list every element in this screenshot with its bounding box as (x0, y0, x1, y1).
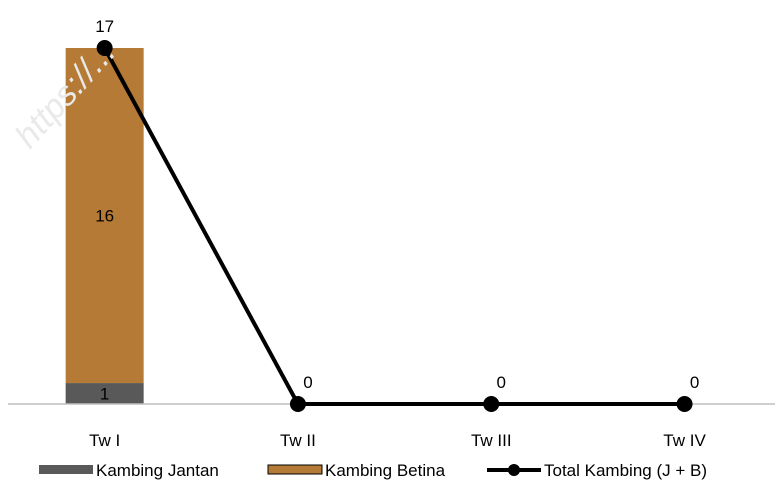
total-label-1: 17 (95, 17, 114, 36)
total-marker-1 (96, 40, 113, 56)
x-tick-label-3: Tw III (471, 431, 512, 450)
total-marker-2 (289, 396, 306, 412)
total-label-3: 0 (497, 373, 506, 392)
watermark: https://... (0, 0, 160, 180)
line-layer (96, 40, 693, 412)
x-tick-label-4: Tw IV (663, 431, 706, 450)
legend-marker-total (508, 464, 520, 476)
legend-label-betina: Kambing Betina (325, 461, 446, 480)
total-label-2: 0 (303, 373, 312, 392)
bar-betina-1 (65, 48, 144, 384)
x-tick-label-2: Tw II (280, 431, 316, 450)
total-marker-3 (483, 396, 500, 412)
legend-swatch-jantan (39, 465, 93, 474)
total-marker-4 (676, 396, 693, 412)
x-tick-labels: Tw I Tw II Tw III Tw IV (89, 431, 706, 450)
bar-label-jantan-1: 1 (100, 385, 109, 404)
labels-layer: 1 16 17 0 0 0 (95, 17, 699, 404)
x-tick-label-1: Tw I (89, 431, 120, 450)
legend-label-total: Total Kambing (J + B) (544, 461, 707, 480)
bars-layer (65, 48, 144, 404)
bar-label-betina-1: 16 (95, 207, 114, 226)
total-label-4: 0 (690, 373, 699, 392)
legend-label-jantan: Kambing Jantan (96, 461, 219, 480)
watermark-text: https://... (8, 33, 123, 155)
bar-jantan-1 (65, 383, 144, 404)
legend-swatch-betina (267, 464, 323, 475)
total-line (102, 47, 685, 406)
legend: Kambing Jantan Kambing Betina Total Kambin… (39, 461, 707, 480)
